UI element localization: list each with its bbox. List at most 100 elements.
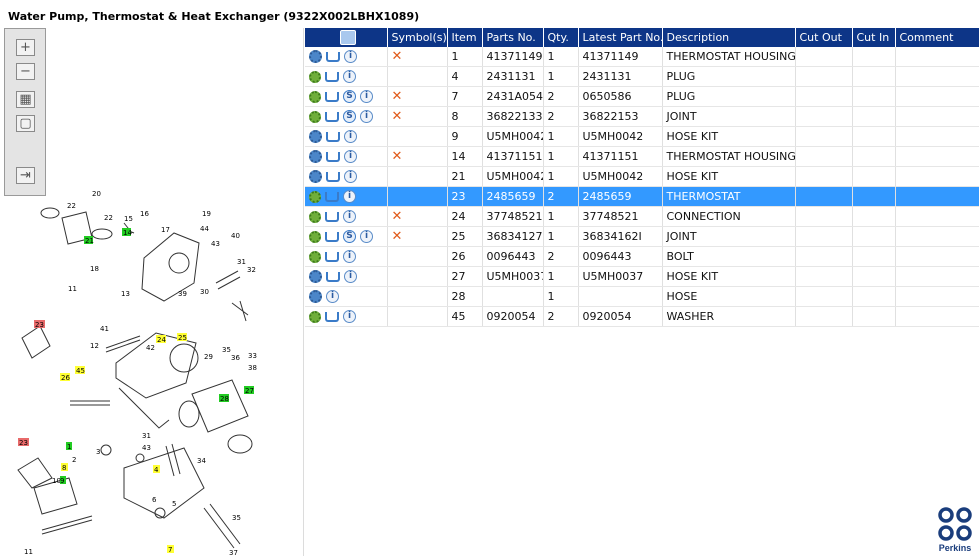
zoom-out-button[interactable]: − <box>16 63 35 80</box>
diagram-label: 11 <box>68 285 77 293</box>
assembly-gears-icon[interactable] <box>309 50 322 64</box>
table-row[interactable]: i 9 U5MH0042 1 U5MH0042 HOSE KIT <box>305 126 979 147</box>
column-header-cut-out[interactable]: Cut Out <box>795 28 853 47</box>
row-actions-cell: i <box>305 146 388 167</box>
column-settings-icon[interactable] <box>339 30 356 45</box>
table-row[interactable]: i ✕ 1 41371149 1 41371149 THERMOSTAT HOUSING <box>305 47 979 67</box>
diagram-label: 23 <box>19 439 28 447</box>
table-row[interactable]: i 45 0920054 2 0920054 WASHER <box>305 306 979 327</box>
table-row[interactable]: i 4 2431131 1 2431131 PLUG <box>305 66 979 87</box>
qty-cell: 1 <box>543 47 579 67</box>
info-icon[interactable]: i <box>344 270 357 284</box>
supersession-icon[interactable]: S <box>343 230 356 244</box>
latest-part-no-cell: 0650586 <box>578 86 663 107</box>
table-row[interactable]: i 28 1 HOSE <box>305 286 979 307</box>
column-header-description[interactable]: Description <box>662 28 796 47</box>
latest-part-no-cell: 36822153 <box>578 106 663 127</box>
info-icon[interactable]: i <box>344 130 357 144</box>
zoom-in-button[interactable]: + <box>16 39 35 56</box>
qty-cell: 1 <box>543 266 579 287</box>
table-row[interactable]: i ✕ 24 37748521 1 37748521 CONNECTION <box>305 206 979 227</box>
clip-part <box>178 400 200 428</box>
add-to-cart-icon[interactable] <box>325 231 339 242</box>
fit-all-button[interactable]: ▦ <box>16 91 35 108</box>
info-icon[interactable]: i <box>344 170 357 184</box>
add-to-cart-icon[interactable] <box>325 111 339 122</box>
column-header-latest-part-no[interactable]: Latest Part No. <box>578 28 663 47</box>
diagram-label: 22 <box>67 202 76 210</box>
part-gear-icon[interactable] <box>309 310 321 323</box>
fit-window-button[interactable]: ▢ <box>16 115 35 132</box>
info-icon[interactable]: i <box>326 290 339 304</box>
info-icon[interactable]: i <box>343 190 356 204</box>
perkins-logo-mark <box>938 507 972 541</box>
part-gear-icon[interactable] <box>309 230 321 243</box>
diagram-label: 11 <box>24 548 33 556</box>
part-gear-icon[interactable] <box>309 210 321 223</box>
info-icon[interactable]: i <box>360 110 373 124</box>
info-icon[interactable]: i <box>343 210 356 224</box>
column-header-symbols[interactable]: Symbol(s) <box>387 28 448 47</box>
info-icon[interactable]: i <box>343 310 356 324</box>
diagram-label: 45 <box>76 367 85 375</box>
add-to-cart-icon[interactable] <box>326 271 340 282</box>
add-to-cart-icon[interactable] <box>326 131 340 142</box>
assembly-gears-icon[interactable] <box>309 130 322 144</box>
assembly-gears-icon[interactable] <box>309 170 322 184</box>
info-icon[interactable]: i <box>343 70 356 84</box>
diagram-label: 16 <box>140 210 149 218</box>
column-header-cut-in[interactable]: Cut In <box>852 28 896 47</box>
add-to-cart-icon[interactable] <box>325 91 339 102</box>
info-icon[interactable]: i <box>344 50 357 64</box>
part-no-cell: U5MH0042 <box>482 166 544 187</box>
part-gear-icon[interactable] <box>309 70 321 83</box>
item-cell: 45 <box>447 306 483 327</box>
add-to-cart-icon[interactable] <box>326 51 340 62</box>
supersession-icon[interactable]: S <box>343 90 356 104</box>
info-icon[interactable]: i <box>360 230 373 244</box>
part-gear-icon[interactable] <box>309 110 321 123</box>
part-gear-icon[interactable] <box>309 90 321 103</box>
part-gear-icon[interactable] <box>309 190 321 203</box>
description-cell: THERMOSTAT HOUSING <box>662 146 796 167</box>
add-to-cart-icon[interactable] <box>326 171 340 182</box>
table-row[interactable]: i 23 2485659 2 2485659 THERMOSTAT <box>305 186 979 207</box>
assembly-gears-icon[interactable] <box>309 150 322 164</box>
add-to-cart-icon[interactable] <box>325 251 339 262</box>
table-row[interactable]: i 27 U5MH0037 1 U5MH0037 HOSE KIT <box>305 266 979 287</box>
exploded-parts-diagram[interactable]: 20 22 22 15 16 19 17 44 43 40 18 31 32 1… <box>4 188 303 556</box>
clip-part <box>40 207 60 219</box>
info-icon[interactable]: i <box>360 90 373 104</box>
column-header-qty[interactable]: Qty. <box>543 28 579 47</box>
assembly-gears-icon[interactable] <box>309 290 322 304</box>
diagram-label: 30 <box>200 288 209 296</box>
add-to-cart-icon[interactable] <box>326 151 340 162</box>
column-header-comment[interactable]: Comment <box>895 28 979 47</box>
add-to-cart-icon[interactable] <box>325 311 339 322</box>
assembly-gears-icon[interactable] <box>309 270 322 284</box>
add-to-cart-icon[interactable] <box>325 71 339 82</box>
column-header-tools[interactable] <box>305 28 388 47</box>
column-header-parts-no[interactable]: Parts No. <box>482 28 544 47</box>
parts-table-panel: Symbol(s) Item Parts No. Qty. Latest Par… <box>305 28 979 336</box>
export-button[interactable]: ⇥ <box>16 167 35 184</box>
supersession-icon[interactable]: S <box>343 110 356 124</box>
add-to-cart-icon[interactable] <box>325 191 339 202</box>
table-row[interactable]: i 26 0096443 2 0096443 BOLT <box>305 246 979 267</box>
table-row[interactable]: i ✕ 14 41371151 1 41371151 THERMOSTAT HOUSING <box>305 146 979 167</box>
info-icon[interactable]: i <box>343 250 356 264</box>
pipe-part <box>231 300 249 322</box>
diagram-label: 35 <box>232 514 241 522</box>
info-icon[interactable]: i <box>344 150 357 164</box>
table-row[interactable]: i 21 U5MH0042 1 U5MH0042 HOSE KIT <box>305 166 979 187</box>
column-header-item[interactable]: Item <box>447 28 483 47</box>
add-to-cart-icon[interactable] <box>325 211 339 222</box>
comment-cell <box>895 246 979 267</box>
hose-part <box>191 379 249 433</box>
part-gear-icon[interactable] <box>309 250 321 263</box>
diagram-panel: + − ▦ ▢ ⇥ <box>4 28 304 556</box>
part-no-cell: 2485659 <box>482 186 544 207</box>
